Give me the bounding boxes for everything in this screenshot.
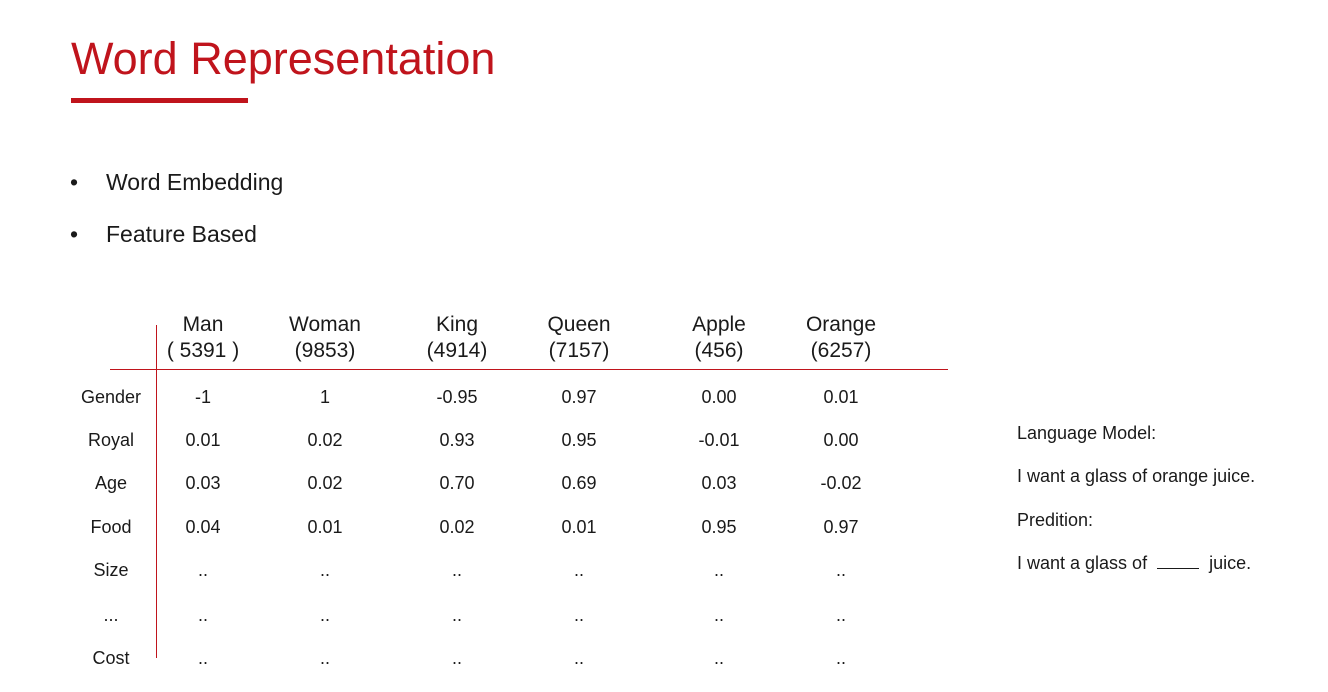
column-index: (4914) (426, 339, 488, 362)
table-cell: .. (573, 605, 584, 625)
table-cell: .. (573, 648, 584, 668)
column-word: Orange (805, 313, 877, 336)
column-header: Woman (9853) (250, 312, 400, 364)
table-horizontal-divider (110, 369, 948, 370)
table-cell: .. (451, 648, 462, 668)
column-word: Man (182, 313, 224, 336)
table-cell: 0.01 (185, 430, 221, 450)
bullet-text: Feature Based (106, 221, 257, 247)
column-word: Apple (692, 313, 746, 336)
prediction-text-after: juice. (1209, 553, 1252, 573)
table-cell: .. (451, 605, 462, 625)
table-cell: 0.93 (439, 430, 475, 450)
table-cell: 0.01 (307, 517, 343, 537)
table-vertical-divider (156, 325, 157, 658)
table-cell: 0.03 (701, 473, 737, 493)
table-cell: .. (835, 560, 846, 580)
table-cell: .. (835, 605, 846, 625)
table-cell: 0.69 (561, 473, 597, 493)
table-cell: 0.97 (823, 517, 859, 537)
table-cell: .. (713, 648, 724, 668)
column-index: ( 5391 ) (166, 339, 240, 362)
table-cell: .. (713, 560, 724, 580)
table-cell: 0.01 (561, 517, 597, 537)
column-header: Apple (456) (644, 312, 794, 364)
table-cell: 0.02 (439, 517, 475, 537)
prediction-blank (1157, 554, 1200, 569)
language-model-heading: Language Model: (1017, 423, 1157, 443)
title-underline (71, 98, 248, 103)
prediction-sentence: I want a glass of juice. (1017, 553, 1251, 574)
column-header: Queen (7157) (504, 312, 654, 364)
prediction-text-before: I want a glass of (1017, 553, 1148, 573)
feature-table: Man ( 5391 ) Woman (9853) King (4914) Queen (71… (80, 312, 948, 668)
table-cell: 0.95 (701, 517, 737, 537)
table-cell: .. (835, 648, 846, 668)
row-label: ... (103, 605, 119, 625)
column-word: Woman (289, 313, 361, 336)
table-cell: .. (197, 560, 208, 580)
column-index: (7157) (548, 339, 610, 362)
table-cell: 0.95 (561, 430, 597, 450)
row-label: Cost (92, 648, 130, 668)
table-cell: .. (319, 560, 330, 580)
row-label: Royal (87, 430, 135, 450)
table-cell: 0.02 (307, 430, 343, 450)
table-cell: 0.03 (185, 473, 221, 493)
row-label: Food (90, 517, 132, 537)
column-index: (456) (694, 339, 744, 362)
table-cell: -0.95 (436, 387, 478, 407)
table-cell: 0.02 (307, 473, 343, 493)
table-cell: 0.97 (561, 387, 597, 407)
row-label: Size (93, 560, 129, 580)
table-cell: 0.70 (439, 473, 475, 493)
column-header: Orange (6257) (766, 312, 916, 364)
table-cell: .. (319, 605, 330, 625)
row-label: Age (94, 473, 128, 493)
column-index: (9853) (294, 339, 356, 362)
table-cell: -1 (194, 387, 211, 407)
table-cell: 0.00 (701, 387, 737, 407)
table-cell: 0.00 (823, 430, 859, 450)
table-cell: .. (197, 648, 208, 668)
row-label: Gender (80, 387, 142, 407)
table-cell: 0.04 (185, 517, 221, 537)
column-word: Queen (547, 313, 611, 336)
column-index: (6257) (810, 339, 872, 362)
table-cell: .. (319, 648, 330, 668)
column-header: Man ( 5391 ) (128, 312, 278, 364)
table-cell: .. (451, 560, 462, 580)
prediction-heading: Predition: (1017, 510, 1094, 530)
bullet-text: Word Embedding (106, 169, 284, 195)
language-model-sentence: I want a glass of orange juice. (1017, 466, 1256, 486)
table-cell: .. (713, 605, 724, 625)
column-header: King (4914) (382, 312, 532, 364)
table-cell: -0.02 (820, 473, 862, 493)
bullet-dot-icon: • (70, 221, 79, 247)
table-cell: .. (197, 605, 208, 625)
column-word: King (435, 313, 479, 336)
table-cell: 1 (319, 387, 330, 407)
bullet-dot-icon: • (70, 169, 79, 195)
page-title: Word Representation (71, 33, 496, 84)
table-cell: 0.01 (823, 387, 859, 407)
table-cell: -0.01 (698, 430, 740, 450)
table-cell: .. (573, 560, 584, 580)
